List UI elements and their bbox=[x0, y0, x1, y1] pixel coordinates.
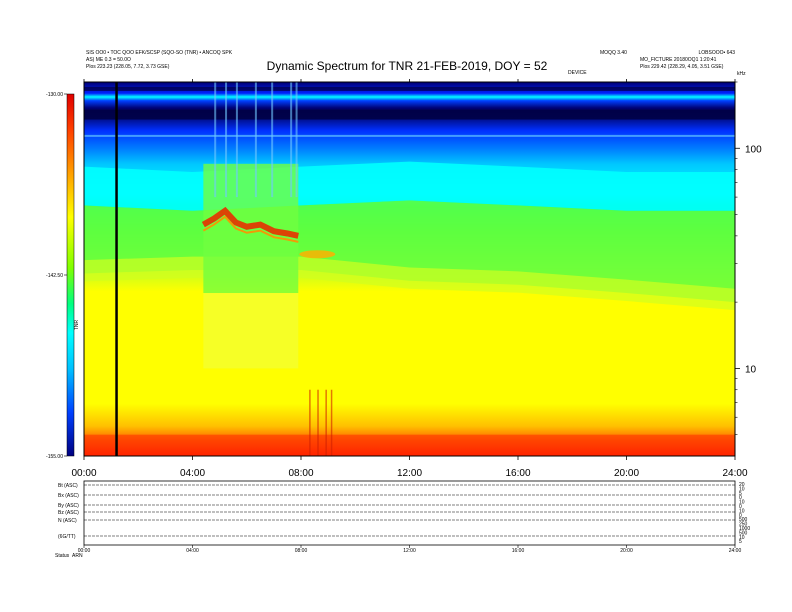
aux-right-tick-label: 0 bbox=[739, 495, 742, 501]
red-streak bbox=[325, 389, 327, 456]
aux-time-label: 08:00 bbox=[295, 548, 308, 554]
vertical-streak bbox=[271, 82, 274, 198]
vertical-streak bbox=[214, 82, 217, 198]
aux-right-tick-label: 250 bbox=[739, 522, 748, 528]
aux-time-label: 04:00 bbox=[186, 548, 199, 554]
x-tick-label: 12:00 bbox=[397, 468, 422, 479]
aux-right-tick-label: 10 bbox=[739, 500, 745, 506]
y-tick-label: 100 bbox=[745, 144, 762, 155]
header-right-line1: MOQQ 3.40 bbox=[600, 50, 627, 56]
y-axis: 100 10 bbox=[735, 81, 762, 435]
x-tick-label: 04:00 bbox=[180, 468, 205, 479]
aux-row-label: Bz (ASC) bbox=[58, 510, 79, 516]
aux-status-label: Status bbox=[55, 553, 70, 559]
aux-right-tick-label: 10 bbox=[739, 508, 745, 514]
header-left-line3: Plos 223.23 (228.05, 7.72, 3.73 GSE) bbox=[86, 64, 170, 70]
bottom-red-band bbox=[84, 434, 735, 456]
upper-dark-band bbox=[84, 109, 735, 120]
header-top-right-tag: kHz bbox=[737, 71, 746, 77]
aux-right-tick-label: 500 bbox=[739, 517, 748, 523]
header-center-small: DEVICE bbox=[568, 70, 587, 76]
aux-right-tick-label: 5 bbox=[739, 539, 742, 545]
x-tick-label: 24:00 bbox=[722, 468, 747, 479]
header-right-line4: Plos 229.42 (228.29, 4.05, 3.51 GSE) bbox=[640, 64, 724, 70]
header-right-line3: MO_FICTURE 20180OQ1 1:20:41 bbox=[640, 57, 717, 63]
y-tick-label: 10 bbox=[745, 364, 757, 375]
aux-time-axis: 00:00 04:00 08:00 12:00 16:00 20:00 24:00 bbox=[78, 545, 742, 554]
aux-panels: Bt (ASC) Bx (ASC) By (ASC)Bz (ASC) N (ASC) (… bbox=[55, 480, 750, 559]
x-tick-label: 00:00 bbox=[71, 468, 96, 479]
aux-time-label: 12:00 bbox=[403, 548, 416, 554]
burst-orange-arc bbox=[202, 215, 299, 243]
aux-time-label: 16:00 bbox=[512, 548, 525, 554]
chart-title: Dynamic Spectrum for TNR 21-FEB-2019, DO… bbox=[267, 59, 548, 73]
colorbar-ticks: -130.00 -142.50 -155.00 bbox=[46, 92, 67, 460]
vertical-streak bbox=[225, 82, 228, 198]
spectrogram-features bbox=[84, 82, 735, 456]
x-axis: 00:00 04:00 08:00 12:00 16:00 20:00 24:00 bbox=[71, 79, 748, 479]
aux-row-label: (6G/TT) bbox=[58, 534, 76, 540]
colorbar bbox=[66, 93, 75, 457]
cyan-line-band bbox=[84, 134, 735, 137]
red-streak bbox=[330, 389, 333, 456]
header-left-line1: SIS OO0 • TOC QOO EFK/SCSP (SQO-SO (TNR)… bbox=[86, 50, 233, 56]
colorbar-label: TNR bbox=[74, 319, 80, 330]
colorbar-tick-label: -142.50 bbox=[46, 273, 63, 279]
x-tick-label: 16:00 bbox=[505, 468, 530, 479]
x-tick-label: 08:00 bbox=[288, 468, 313, 479]
aux-right-tick-label: 10 bbox=[739, 486, 745, 492]
burst-red-arc bbox=[201, 206, 299, 239]
aux-frame bbox=[83, 480, 736, 546]
aux-right-tick-label: 0 bbox=[739, 504, 742, 510]
aux-time-label: 20:00 bbox=[620, 548, 633, 554]
header-right-line2: LOBSOOO• 643 bbox=[699, 50, 736, 56]
aux-right-tick-label: 10 bbox=[739, 535, 745, 541]
x-tick-label: 20:00 bbox=[614, 468, 639, 479]
aux-right-tick-label: 1000 bbox=[739, 526, 750, 532]
aux-right-tick-label: 0 bbox=[739, 513, 742, 519]
aux-status-tag: ARN bbox=[72, 553, 83, 559]
aux-right-tick-label: 20 bbox=[739, 482, 745, 488]
aux-row-label: Bx (ASC) bbox=[58, 493, 79, 499]
colorbar-tick-label: -155.00 bbox=[46, 454, 63, 460]
aux-right-tick-label: 5 bbox=[739, 491, 742, 497]
red-streak bbox=[309, 389, 311, 456]
post-burst-blob bbox=[299, 250, 336, 259]
aux-rows: Bt (ASC) Bx (ASC) By (ASC)Bz (ASC) N (ASC) (… bbox=[58, 483, 735, 540]
aux-time-label: 24:00 bbox=[729, 548, 742, 554]
aux-time-label: 00:00 bbox=[78, 548, 91, 554]
red-streak bbox=[317, 389, 319, 456]
vertical-streak bbox=[290, 82, 293, 198]
aux-row-label: N (ASC) bbox=[58, 518, 77, 524]
burst-lower-region bbox=[203, 293, 299, 369]
colorbar-tick-label: -130.00 bbox=[46, 92, 63, 98]
header-left-line2: AS) ME 0.3 = 50.0O bbox=[86, 57, 131, 63]
top-dark-band bbox=[84, 86, 735, 91]
vertical-streak bbox=[295, 82, 298, 198]
spectrogram bbox=[84, 82, 735, 456]
aux-right-tick-label: 500 bbox=[739, 530, 748, 536]
aux-row-label: By (ASC) bbox=[58, 503, 79, 509]
vertical-streak bbox=[235, 82, 238, 198]
aux-row-label: Bt (ASC) bbox=[58, 483, 78, 489]
vertical-streak bbox=[254, 82, 257, 198]
